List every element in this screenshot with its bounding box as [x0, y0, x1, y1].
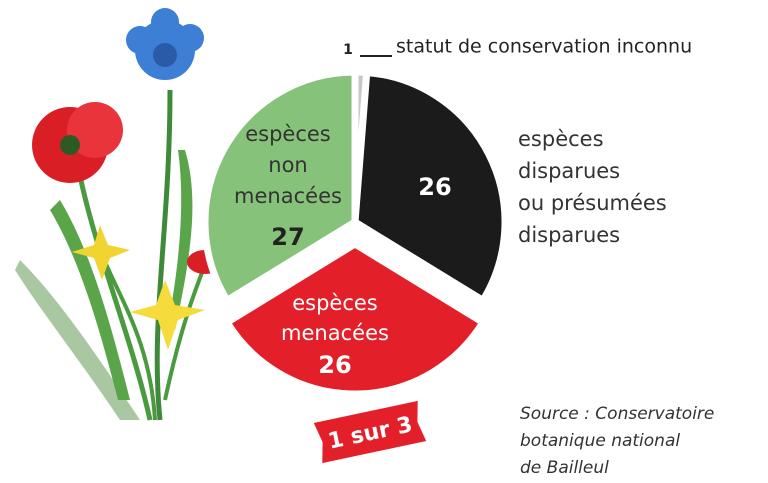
badge: 1 sur 3: [309, 397, 431, 467]
slice-label: disparues: [518, 159, 620, 183]
slice-label: menacées: [234, 184, 342, 208]
value-label: 26: [418, 173, 451, 201]
slice-label: espèces: [292, 291, 378, 315]
slice-label: espèces: [518, 127, 604, 151]
pie: statut de conservation inconnu 1 espèces di…: [201, 36, 692, 398]
source-line: botanique national: [520, 431, 680, 451]
slice-label: ou présumées: [518, 191, 667, 215]
slice-label: non: [268, 153, 307, 177]
slice-label: espèces: [245, 122, 331, 146]
value-label: 26: [318, 351, 351, 379]
pie-slice: [201, 68, 359, 304]
slice-label: statut de conservation inconnu: [396, 36, 692, 58]
pie-slice: [351, 68, 509, 304]
flower-illustration: [15, 8, 223, 421]
value-label: 27: [271, 223, 304, 251]
pie-slice: [223, 240, 487, 398]
value-label: 1: [343, 42, 353, 58]
source-line: de Bailleul: [520, 458, 609, 478]
slice-label: menacées: [281, 321, 389, 345]
source: Source : Conservatoire botanique nationa…: [520, 404, 714, 478]
source-line: Source : Conservatoire: [520, 404, 714, 424]
slice-label: disparues: [518, 223, 620, 247]
